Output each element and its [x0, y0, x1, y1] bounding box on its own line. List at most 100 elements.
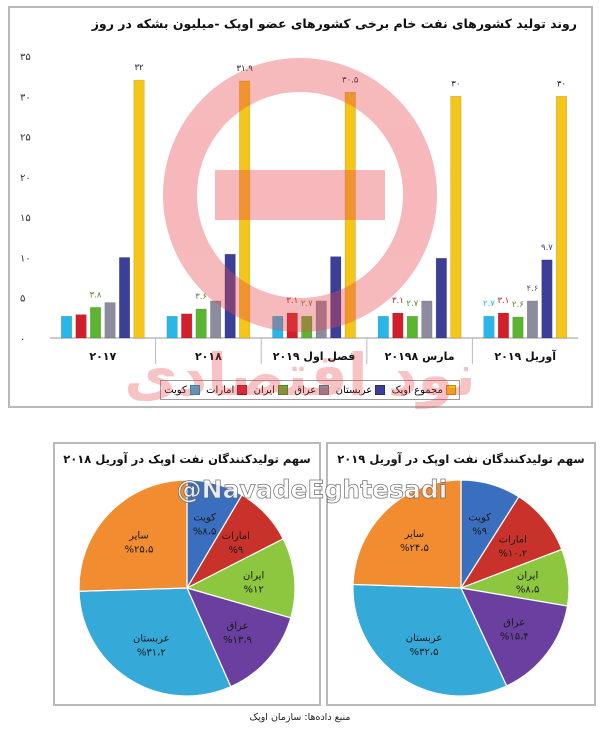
data-label: ۲.۷	[406, 299, 418, 309]
data-label: ۲.۷	[483, 299, 495, 309]
slice-name-label: عربستان	[133, 634, 170, 645]
data-label: ۳۰	[557, 79, 566, 89]
bar	[377, 315, 389, 339]
slice-name-label: کویت	[468, 513, 491, 524]
category-label: آوریل ۲۰۱۹	[494, 349, 556, 363]
bar	[421, 300, 433, 339]
bar	[330, 256, 342, 339]
slice-value-label: %۱۲	[244, 585, 264, 596]
legend-item: عربستان	[336, 385, 386, 396]
slice-value-label: %۳۲،۵	[410, 647, 439, 658]
legend-swatch	[445, 385, 456, 395]
y-tick-label: ۳۵	[20, 52, 31, 63]
bar	[210, 300, 222, 339]
legend-item: ایران	[254, 385, 288, 396]
data-label: ۳.۱	[498, 296, 510, 306]
source-note: منبع داده‌ها: سازمان اوپک	[249, 712, 351, 723]
slice-name-label: کویت	[193, 512, 216, 523]
slice-value-label: %۲۴،۵	[400, 543, 429, 554]
slice-value-label: %۳۱،۲	[137, 648, 166, 659]
data-label: ۳.۱	[392, 296, 404, 306]
slice-name-label: ایران	[517, 570, 538, 581]
pie-slice	[352, 479, 462, 589]
y-tick-label: ۲۰	[20, 173, 31, 184]
legend-label: ایران	[253, 384, 275, 396]
slice-name-label: سایر	[404, 529, 425, 540]
data-label: ۳۰.۵	[342, 75, 359, 85]
bar	[195, 308, 207, 339]
bar	[526, 300, 539, 339]
legend-label: عربستان	[335, 384, 373, 396]
bar	[392, 312, 404, 339]
bar	[541, 259, 553, 339]
slice-value-label: %۸،۵	[516, 584, 539, 595]
bar	[450, 95, 462, 339]
bar	[497, 312, 510, 339]
slice-name-label: ایران	[243, 571, 264, 582]
legend-label: مجموع اوپک	[391, 384, 443, 396]
data-label: ۹.۷	[541, 243, 553, 253]
bar	[75, 314, 87, 339]
pie-chart-2018-panel: سهم تولیدکنندگان نفت اوپک در آوریل ۲۰۱۸ …	[53, 442, 321, 706]
pie-chart-2019: کویت %۹ امارات %۱۰،۲ ایران %۸،۵ عراق %۱۵،۴ عربست…	[352, 479, 570, 697]
slice-value-label: %۸،۵	[193, 526, 216, 537]
data-label: ۲.۶	[512, 300, 524, 310]
y-tick-label: ۱۰	[20, 253, 31, 264]
slice-name-label: امارات	[222, 531, 250, 542]
y-tick-label: ۰	[20, 334, 25, 345]
y-tick-label: ۱۵	[20, 213, 31, 224]
pie-slice	[185, 587, 292, 688]
slice-value-label: %۲۵،۵	[125, 544, 154, 555]
pie-slice	[78, 587, 232, 697]
pie-chart-2019-title: سهم تولیدکنندگان نفت اوپک در آوریل ۲۰۱۹	[337, 452, 585, 466]
pie-slice	[78, 479, 188, 592]
bar	[133, 79, 145, 339]
legend-item: کویت	[164, 385, 200, 396]
category-label: ۲۰۱۷	[89, 350, 116, 363]
slice-name-label: عراق	[226, 621, 248, 632]
data-label: ۳۱.۹	[236, 64, 253, 74]
data-label: ۳۲	[134, 63, 144, 73]
legend-swatch	[237, 385, 248, 395]
y-tick-label: ۲۵	[20, 133, 31, 144]
legend-swatch	[189, 385, 200, 395]
bar	[555, 95, 568, 339]
slice-name-label: امارات	[499, 535, 527, 546]
pie-chart-2018-title: سهم تولیدکنندگان نفت اوپک در آوریل ۲۰۱۸	[63, 452, 311, 466]
bar	[181, 313, 193, 339]
bar	[60, 315, 73, 339]
bar-chart-title: روند تولید کشورهای نفت خام برخی کشورهای …	[91, 16, 577, 31]
bar	[166, 315, 178, 339]
legend-item: عراق	[294, 384, 330, 396]
legend-swatch	[277, 385, 288, 395]
data-label: ۳.۶	[195, 292, 207, 302]
bar	[301, 315, 313, 339]
bar	[512, 316, 524, 339]
legend-swatch	[375, 385, 386, 395]
pie-slice	[459, 587, 569, 687]
bar	[315, 300, 327, 339]
slice-name-label: عراق	[503, 618, 525, 629]
category-label: مارس ۲۰۱۹۸	[385, 350, 455, 363]
y-tick-label: ۳۰	[20, 92, 31, 103]
data-label: ۲.۷	[301, 299, 313, 309]
bar	[483, 315, 495, 339]
slice-name-label: عربستان	[406, 633, 443, 644]
slice-value-label: %۹	[472, 527, 487, 538]
legend-item: امارات	[206, 384, 248, 396]
data-label: ۳.۸	[90, 290, 102, 300]
legend-label: کویت	[164, 384, 187, 396]
pie-chart-2019-panel: سهم تولیدکنندگان نفت اوپک در آوریل ۲۰۱۹ …	[326, 442, 596, 706]
legend-label: عراق	[294, 384, 317, 396]
slice-value-label: %۱۰،۲	[498, 549, 527, 560]
legend-swatch	[319, 385, 330, 395]
legend-label: امارات	[206, 384, 235, 396]
bar	[224, 253, 236, 339]
bar	[406, 315, 418, 339]
pie-slice	[185, 538, 296, 619]
slice-value-label: %۹	[228, 545, 243, 556]
bar	[344, 91, 356, 339]
bar	[435, 257, 447, 339]
bar-chart-panel: روند تولید کشورهای نفت خام برخی کشورهای …	[8, 6, 593, 408]
